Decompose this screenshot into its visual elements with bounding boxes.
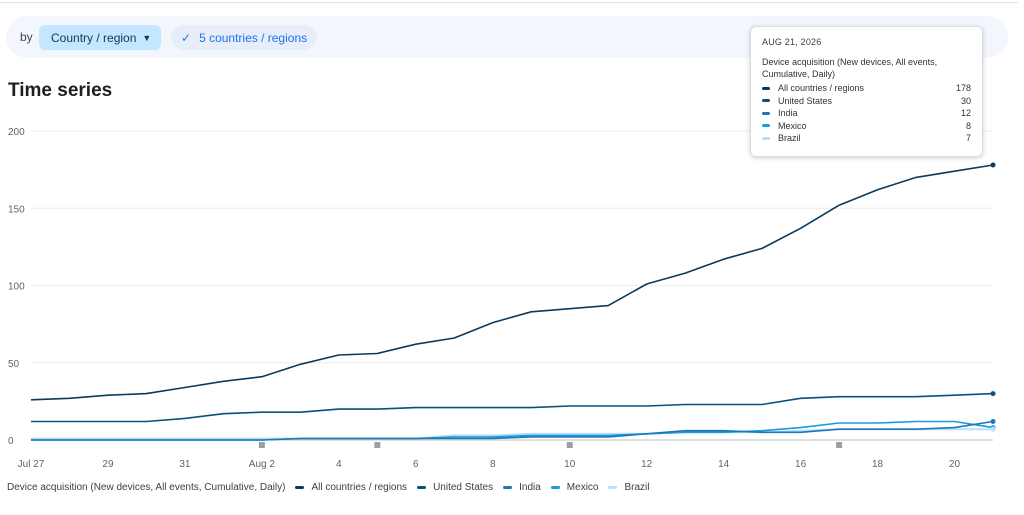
tooltip-row-value: 12	[960, 108, 971, 119]
series-swatch	[762, 86, 770, 90]
x-tick-label: Jul 27	[18, 459, 45, 470]
legend-label: India	[519, 482, 541, 493]
by-label: by	[20, 30, 33, 44]
y-tick-label: 0	[8, 436, 14, 447]
dimension-dropdown[interactable]: Country / region ▼	[39, 25, 161, 50]
tooltip-row: Mexico 8	[762, 120, 971, 133]
legend-metric: Device acquisition (New devices, All eve…	[7, 482, 286, 493]
tooltip-row-name: India	[778, 108, 798, 119]
legend-item[interactable]: Mexico	[550, 482, 599, 493]
x-tick-label: 20	[949, 459, 961, 470]
series-swatch	[762, 111, 770, 115]
y-tick-label: 150	[8, 204, 25, 215]
legend-label: Mexico	[566, 482, 599, 493]
x-tick-label: 14	[718, 459, 730, 470]
tooltip-row-value: 178	[955, 83, 971, 94]
tooltip-row-value: 30	[960, 95, 971, 106]
tooltip-date: AUG 21, 2026	[762, 37, 822, 47]
tooltip-row: Brazil 7	[762, 132, 971, 145]
legend-label: All countries / regions	[311, 482, 408, 493]
x-tick-label: 18	[872, 459, 884, 470]
chart-legend: Device acquisition (New devices, All eve…	[7, 482, 650, 493]
tooltip-row-name: Brazil	[778, 133, 801, 144]
tooltip-row-name: Mexico	[778, 120, 807, 131]
annotation-marker	[836, 442, 843, 448]
x-tick-label: 8	[490, 459, 496, 470]
annotation-marker	[258, 442, 265, 448]
legend-swatch	[295, 486, 305, 489]
dimension-dropdown-label: Country / region	[51, 30, 137, 45]
card-title: Time series	[8, 80, 113, 101]
selection-chip-label: 5 countries / regions	[199, 30, 308, 45]
legend-item[interactable]: United States	[417, 482, 493, 493]
tooltip-row-value: 7	[965, 133, 971, 144]
tooltip-metric: Device acquisition (New devices, All eve…	[762, 57, 938, 79]
x-tick-label: 31	[179, 459, 191, 470]
legend-item[interactable]: India	[503, 482, 541, 493]
series-swatch	[762, 124, 770, 128]
caret-down-icon: ▼	[142, 32, 152, 43]
series-swatch	[762, 99, 770, 103]
annotation-marker	[566, 442, 573, 448]
x-tick-label: 29	[102, 459, 114, 470]
legend-item[interactable]: All countries / regions	[295, 482, 407, 493]
y-tick-label: 100	[8, 282, 25, 293]
legend-label: Brazil	[624, 482, 650, 493]
chart-tooltip: AUG 21, 2026 Device acquisition (New dev…	[750, 26, 983, 157]
series-line	[30, 164, 994, 401]
x-tick-label: 4	[336, 459, 342, 470]
x-tick-label: 16	[795, 459, 807, 470]
x-tick-label: Aug 2	[249, 459, 276, 470]
tooltip-row-name: All countries / regions	[778, 83, 865, 94]
legend-swatch	[608, 486, 618, 489]
tooltip-row-name: United States	[778, 95, 833, 106]
series-endpoint	[990, 162, 996, 168]
series-line	[31, 392, 994, 423]
annotation-marker	[374, 442, 381, 448]
series-endpoint	[990, 418, 996, 424]
series-endpoint	[990, 391, 996, 397]
legend-item[interactable]: Brazil	[608, 482, 650, 493]
tooltip-row-value: 8	[965, 120, 971, 131]
legend-swatch	[503, 486, 513, 489]
legend-swatch	[417, 486, 427, 489]
y-tick-label: 50	[8, 359, 20, 370]
top-divider	[0, 2, 1018, 3]
selection-chip[interactable]: ✓ 5 countries / regions	[171, 25, 318, 50]
tooltip-rows: All countries / regions 178 United States 3…	[762, 82, 971, 145]
legend-label: United States	[433, 482, 494, 493]
y-tick-label: 200	[8, 127, 25, 138]
tooltip-row: India 12	[762, 107, 971, 120]
x-tick-label: 6	[413, 459, 419, 470]
check-icon: ✓	[181, 30, 192, 45]
series-swatch	[762, 136, 770, 140]
tooltip-row: United States 30	[762, 95, 971, 108]
x-tick-label: 12	[641, 459, 653, 470]
series-line	[31, 420, 994, 441]
tooltip-row: All countries / regions 178	[762, 82, 971, 95]
series-endpoint	[990, 426, 996, 432]
x-tick-label: 10	[564, 459, 576, 470]
legend-swatch	[550, 486, 560, 489]
